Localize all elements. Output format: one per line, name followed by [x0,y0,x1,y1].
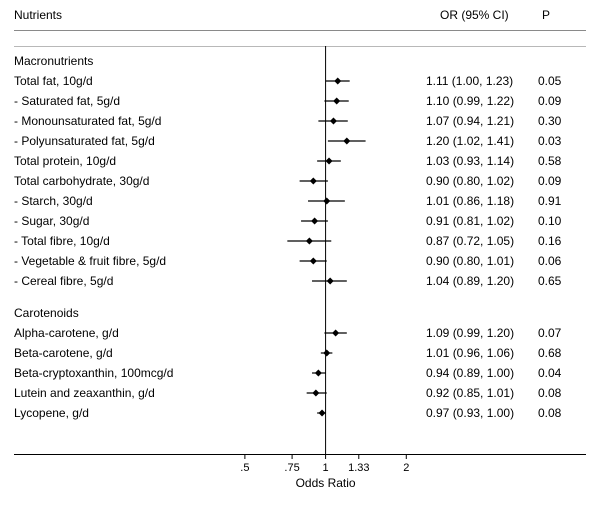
row-label: Lycopene, g/d [14,406,244,420]
row-p: 0.08 [538,386,578,400]
row-or: 1.03 (0.93, 1.14) [426,154,526,168]
row-p: 0.05 [538,74,578,88]
row-p: 0.06 [538,254,578,268]
axis-title: Odds Ratio [296,476,356,490]
row-or: 1.01 (0.96, 1.06) [426,346,526,360]
forest-row: - Starch, 30g/d 1.01 (0.86, 1.18) 0.91 [14,194,586,212]
axis-tick-label: .5 [240,462,249,474]
row-or: 0.94 (0.89, 1.00) [426,366,526,380]
axis-tick-label: 2 [403,462,409,474]
section-title: Carotenoids [14,306,79,320]
forest-row: - Polyunsaturated fat, 5g/d 1.20 (1.02, 1… [14,134,586,152]
row-or: 1.01 (0.86, 1.18) [426,194,526,208]
row-label: Total carbohydrate, 30g/d [14,174,244,188]
row-p: 0.09 [538,94,578,108]
row-p: 0.58 [538,154,578,168]
row-or: 1.20 (1.02, 1.41) [426,134,526,148]
row-p: 0.04 [538,366,578,380]
row-label: Lutein and zeaxanthin, g/d [14,386,244,400]
section-title: Macronutrients [14,54,93,68]
row-p: 0.09 [538,174,578,188]
row-p: 0.03 [538,134,578,148]
row-p: 0.16 [538,234,578,248]
row-or: 0.90 (0.80, 1.02) [426,174,526,188]
forest-row: Lycopene, g/d 0.97 (0.93, 1.00) 0.08 [14,406,586,424]
forest-row: - Vegetable & fruit fibre, 5g/d 0.90 (0.8… [14,254,586,272]
row-p: 0.30 [538,114,578,128]
row-or: 0.87 (0.72, 1.05) [426,234,526,248]
row-label: Alpha-carotene, g/d [14,326,244,340]
row-label: Total fat, 10g/d [14,74,244,88]
row-label: - Monounsaturated fat, 5g/d [14,114,244,128]
row-or: 1.09 (0.99, 1.20) [426,326,526,340]
row-p: 0.65 [538,274,578,288]
row-or: 0.90 (0.80, 1.01) [426,254,526,268]
row-or: 0.92 (0.85, 1.01) [426,386,526,400]
forest-row: - Cereal fibre, 5g/d 1.04 (0.89, 1.20) 0.6… [14,274,586,292]
forest-row: Lutein and zeaxanthin, g/d 0.92 (0.85, 1.… [14,386,586,404]
row-p: 0.10 [538,214,578,228]
row-label: Beta-carotene, g/d [14,346,244,360]
forest-row: - Total fibre, 10g/d 0.87 (0.72, 1.05) 0.1… [14,234,586,252]
row-or: 0.91 (0.81, 1.02) [426,214,526,228]
row-or: 1.04 (0.89, 1.20) [426,274,526,288]
forest-row: Total fat, 10g/d 1.11 (1.00, 1.23) 0.05 [14,74,586,92]
row-label: - Total fibre, 10g/d [14,234,244,248]
forest-row: Total carbohydrate, 30g/d 0.90 (0.80, 1.0… [14,174,586,192]
forest-row: - Saturated fat, 5g/d 1.10 (0.99, 1.22) 0.… [14,94,586,112]
row-label: Total protein, 10g/d [14,154,244,168]
forest-row: - Monounsaturated fat, 5g/d 1.07 (0.94, 1… [14,114,586,132]
row-label: - Starch, 30g/d [14,194,244,208]
rule-bottom [14,454,586,455]
row-p: 0.08 [538,406,578,420]
row-p: 0.68 [538,346,578,360]
row-or: 1.07 (0.94, 1.21) [426,114,526,128]
forest-row: Alpha-carotene, g/d 1.09 (0.99, 1.20) 0.07 [14,326,586,344]
row-or: 0.97 (0.93, 1.00) [426,406,526,420]
forest-row: Beta-carotene, g/d 1.01 (0.96, 1.06) 0.68 [14,346,586,364]
row-label: - Cereal fibre, 5g/d [14,274,244,288]
row-or: 1.11 (1.00, 1.23) [426,74,526,88]
axis-tick-label: 1 [323,462,329,474]
forest-row: Beta-cryptoxanthin, 100mcg/d 0.94 (0.89, … [14,366,586,384]
forest-row: Total protein, 10g/d 1.03 (0.93, 1.14) 0.5… [14,154,586,172]
row-label: - Vegetable & fruit fibre, 5g/d [14,254,244,268]
axis-tick-label: .75 [284,462,299,474]
row-label: - Saturated fat, 5g/d [14,94,244,108]
row-label: - Polyunsaturated fat, 5g/d [14,134,244,148]
row-or: 1.10 (0.99, 1.22) [426,94,526,108]
row-p: 0.07 [538,326,578,340]
axis-tick-label: 1.33 [348,462,369,474]
row-label: - Sugar, 30g/d [14,214,244,228]
row-label: Beta-cryptoxanthin, 100mcg/d [14,366,244,380]
forest-row: - Sugar, 30g/d 0.91 (0.81, 1.02) 0.10 [14,214,586,232]
row-p: 0.91 [538,194,578,208]
